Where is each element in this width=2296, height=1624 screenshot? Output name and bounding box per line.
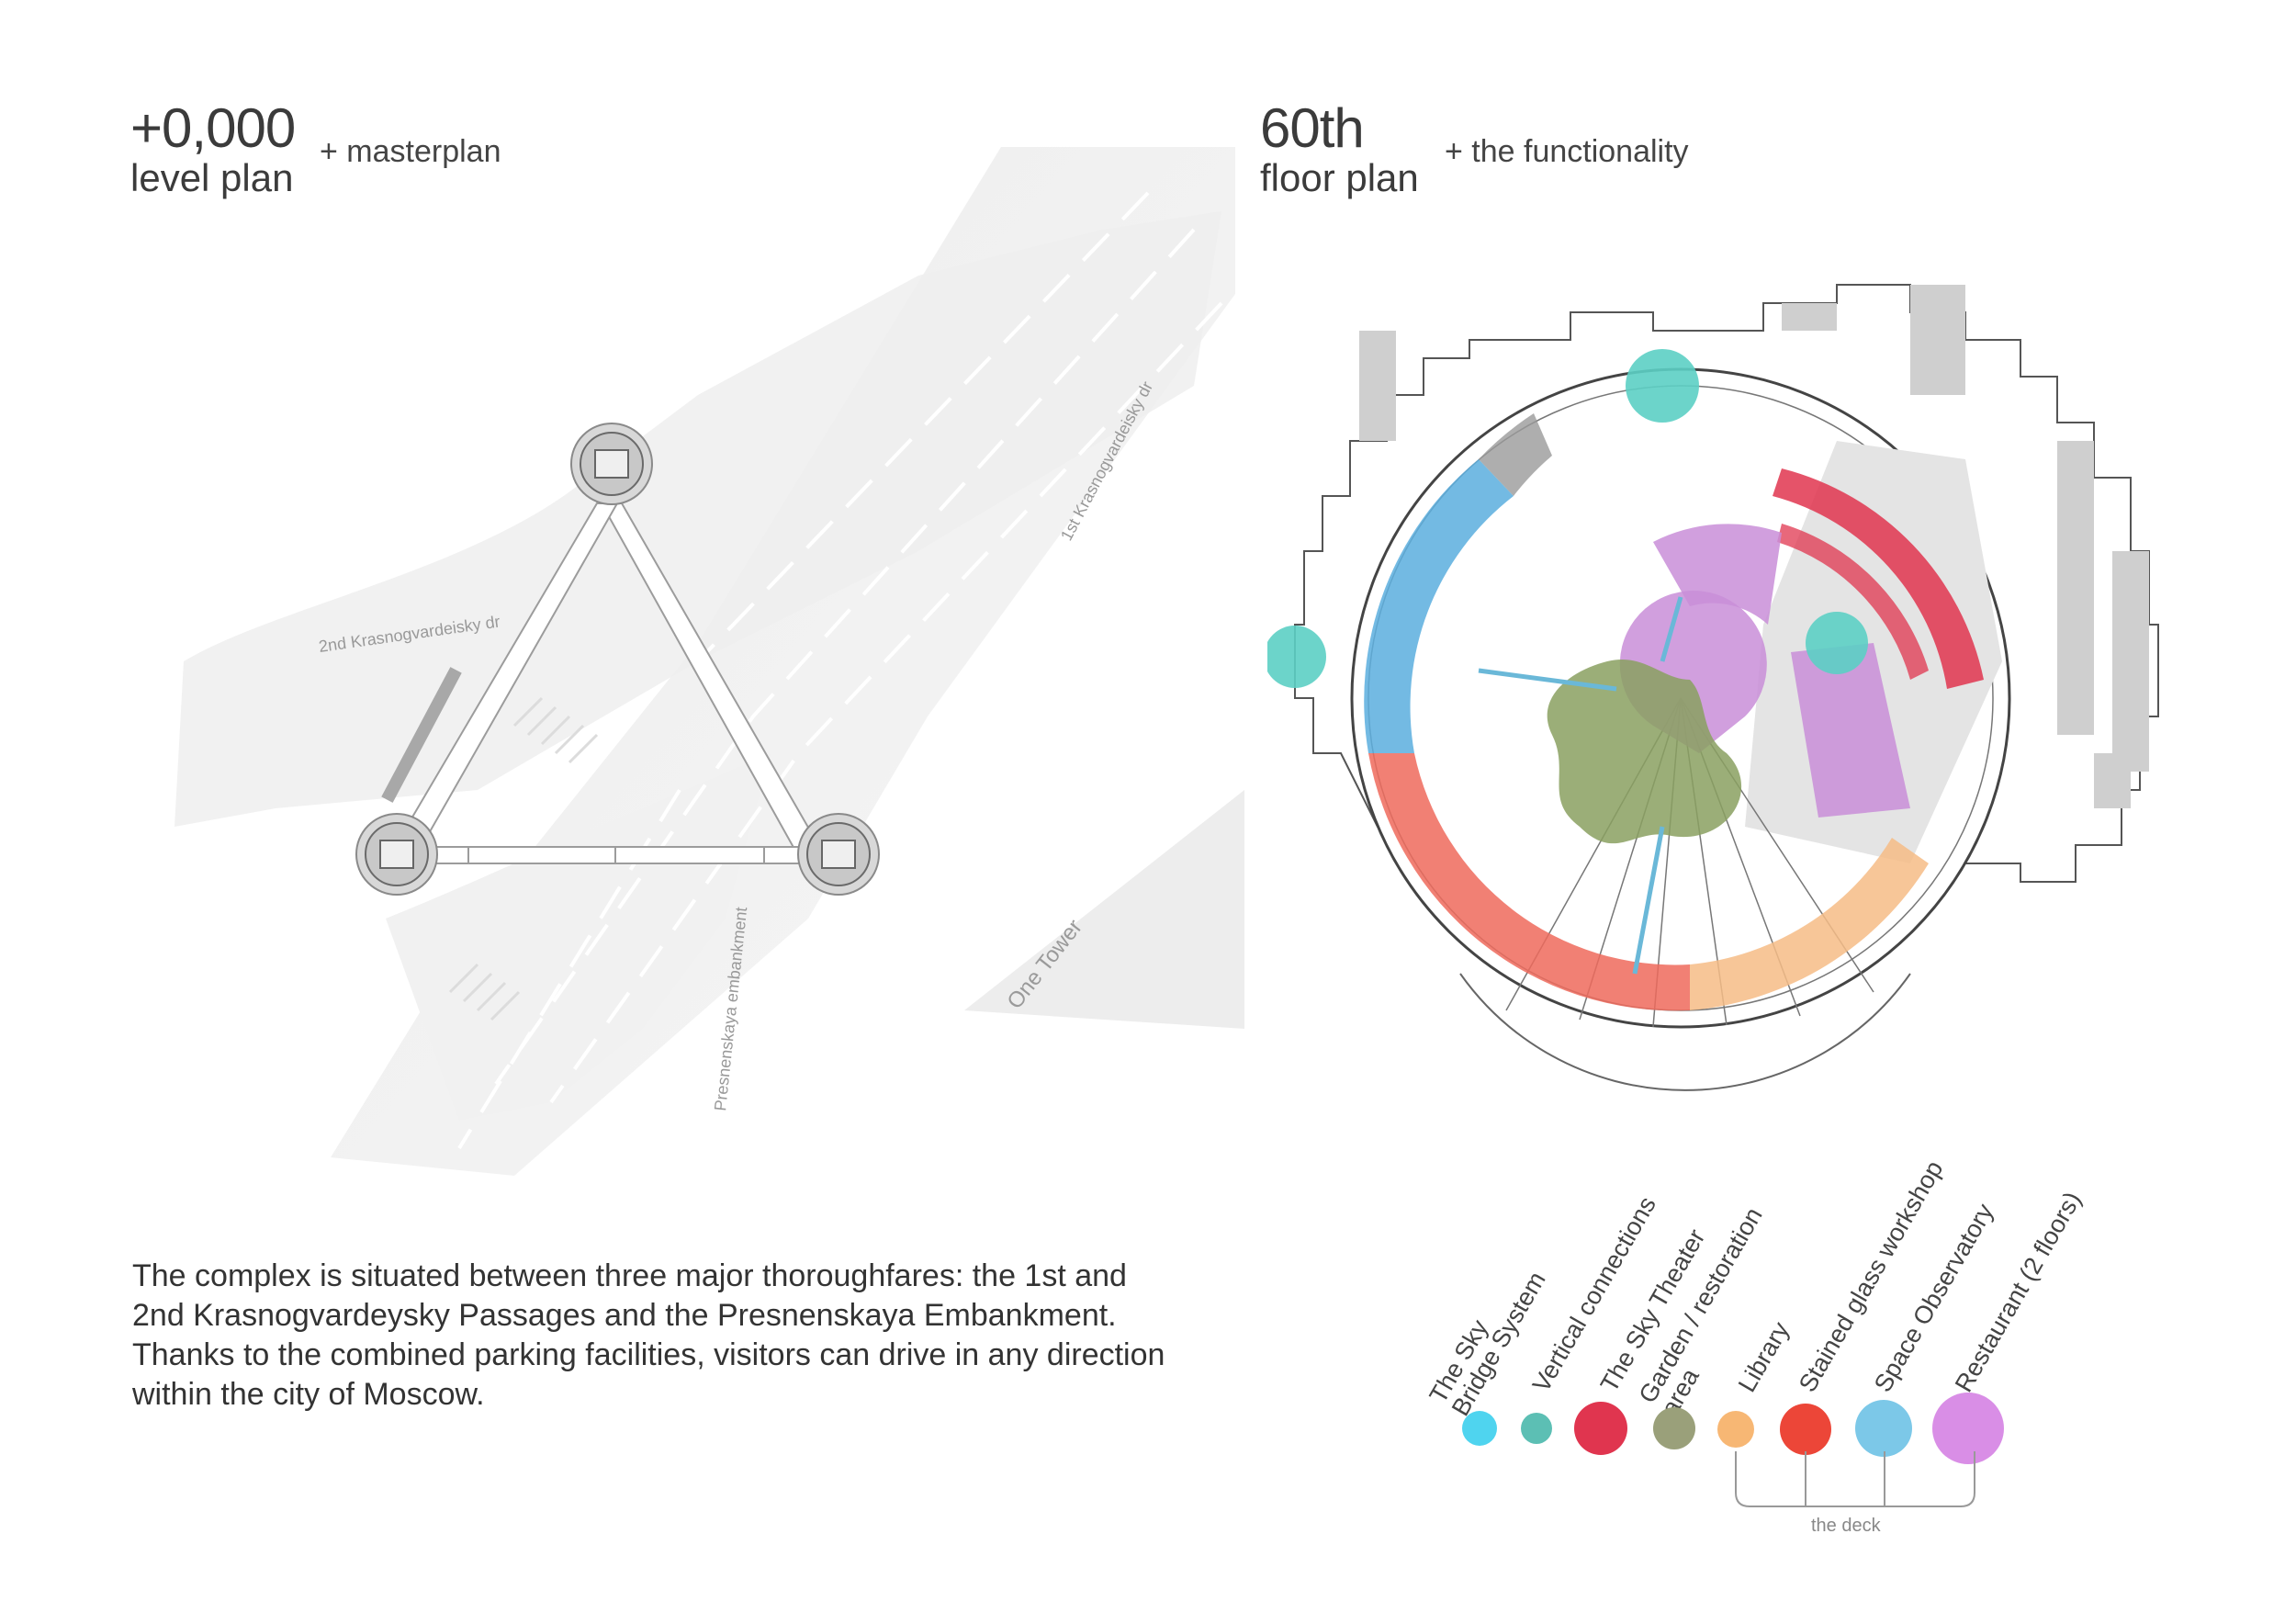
deck-bracket bbox=[1735, 1451, 1975, 1507]
floor-title: 60th bbox=[1260, 97, 1365, 159]
tower-right bbox=[797, 813, 880, 896]
legend-dot-sky-bridge bbox=[1462, 1411, 1497, 1446]
functionality-tag: + the functionality bbox=[1445, 134, 1689, 169]
masterplan-drawing: 2nd Krasnogvardeisky dr 1st Krasnogvarde… bbox=[174, 147, 1244, 1176]
description-line-4: within the city of Moscow. bbox=[132, 1377, 485, 1412]
legend-label-vertical: Vertical connections bbox=[1526, 1191, 1661, 1397]
tower-left bbox=[355, 813, 438, 896]
legend-dot-restaurant bbox=[1932, 1393, 2004, 1464]
legend-label-sky-bridge: The Sky Bridge System bbox=[1424, 1267, 1551, 1421]
legend-label-stained-glass: Stained glass workshop bbox=[1793, 1156, 1949, 1397]
level-subtitle: level plan bbox=[130, 156, 294, 199]
legend-dot-stained-glass bbox=[1780, 1404, 1831, 1455]
legend-dot-theater bbox=[1574, 1402, 1627, 1455]
site-description: The complex is situated between three ma… bbox=[132, 1257, 1317, 1415]
description-line-3: Thanks to the combined parking facilitie… bbox=[132, 1337, 1165, 1372]
description-line-2: 2nd Krasnogvardeysky Passages and the Pr… bbox=[132, 1298, 1117, 1333]
deck-label: the deck bbox=[1811, 1516, 1881, 1536]
legend-dot-observatory bbox=[1855, 1400, 1912, 1457]
floor-subtitle: floor plan bbox=[1260, 156, 1419, 199]
legend-dot-garden bbox=[1653, 1407, 1695, 1449]
legend-label-library: Library bbox=[1732, 1317, 1795, 1397]
legend-dot-library bbox=[1717, 1411, 1754, 1448]
level-title: +0,000 bbox=[130, 97, 296, 159]
masterplan-tag: + masterplan bbox=[320, 134, 501, 169]
legend-dot-vertical bbox=[1521, 1413, 1552, 1444]
description-line-1: The complex is situated between three ma… bbox=[132, 1258, 1127, 1293]
tower-top bbox=[570, 423, 653, 505]
floor-plan-drawing bbox=[1267, 284, 2159, 1091]
